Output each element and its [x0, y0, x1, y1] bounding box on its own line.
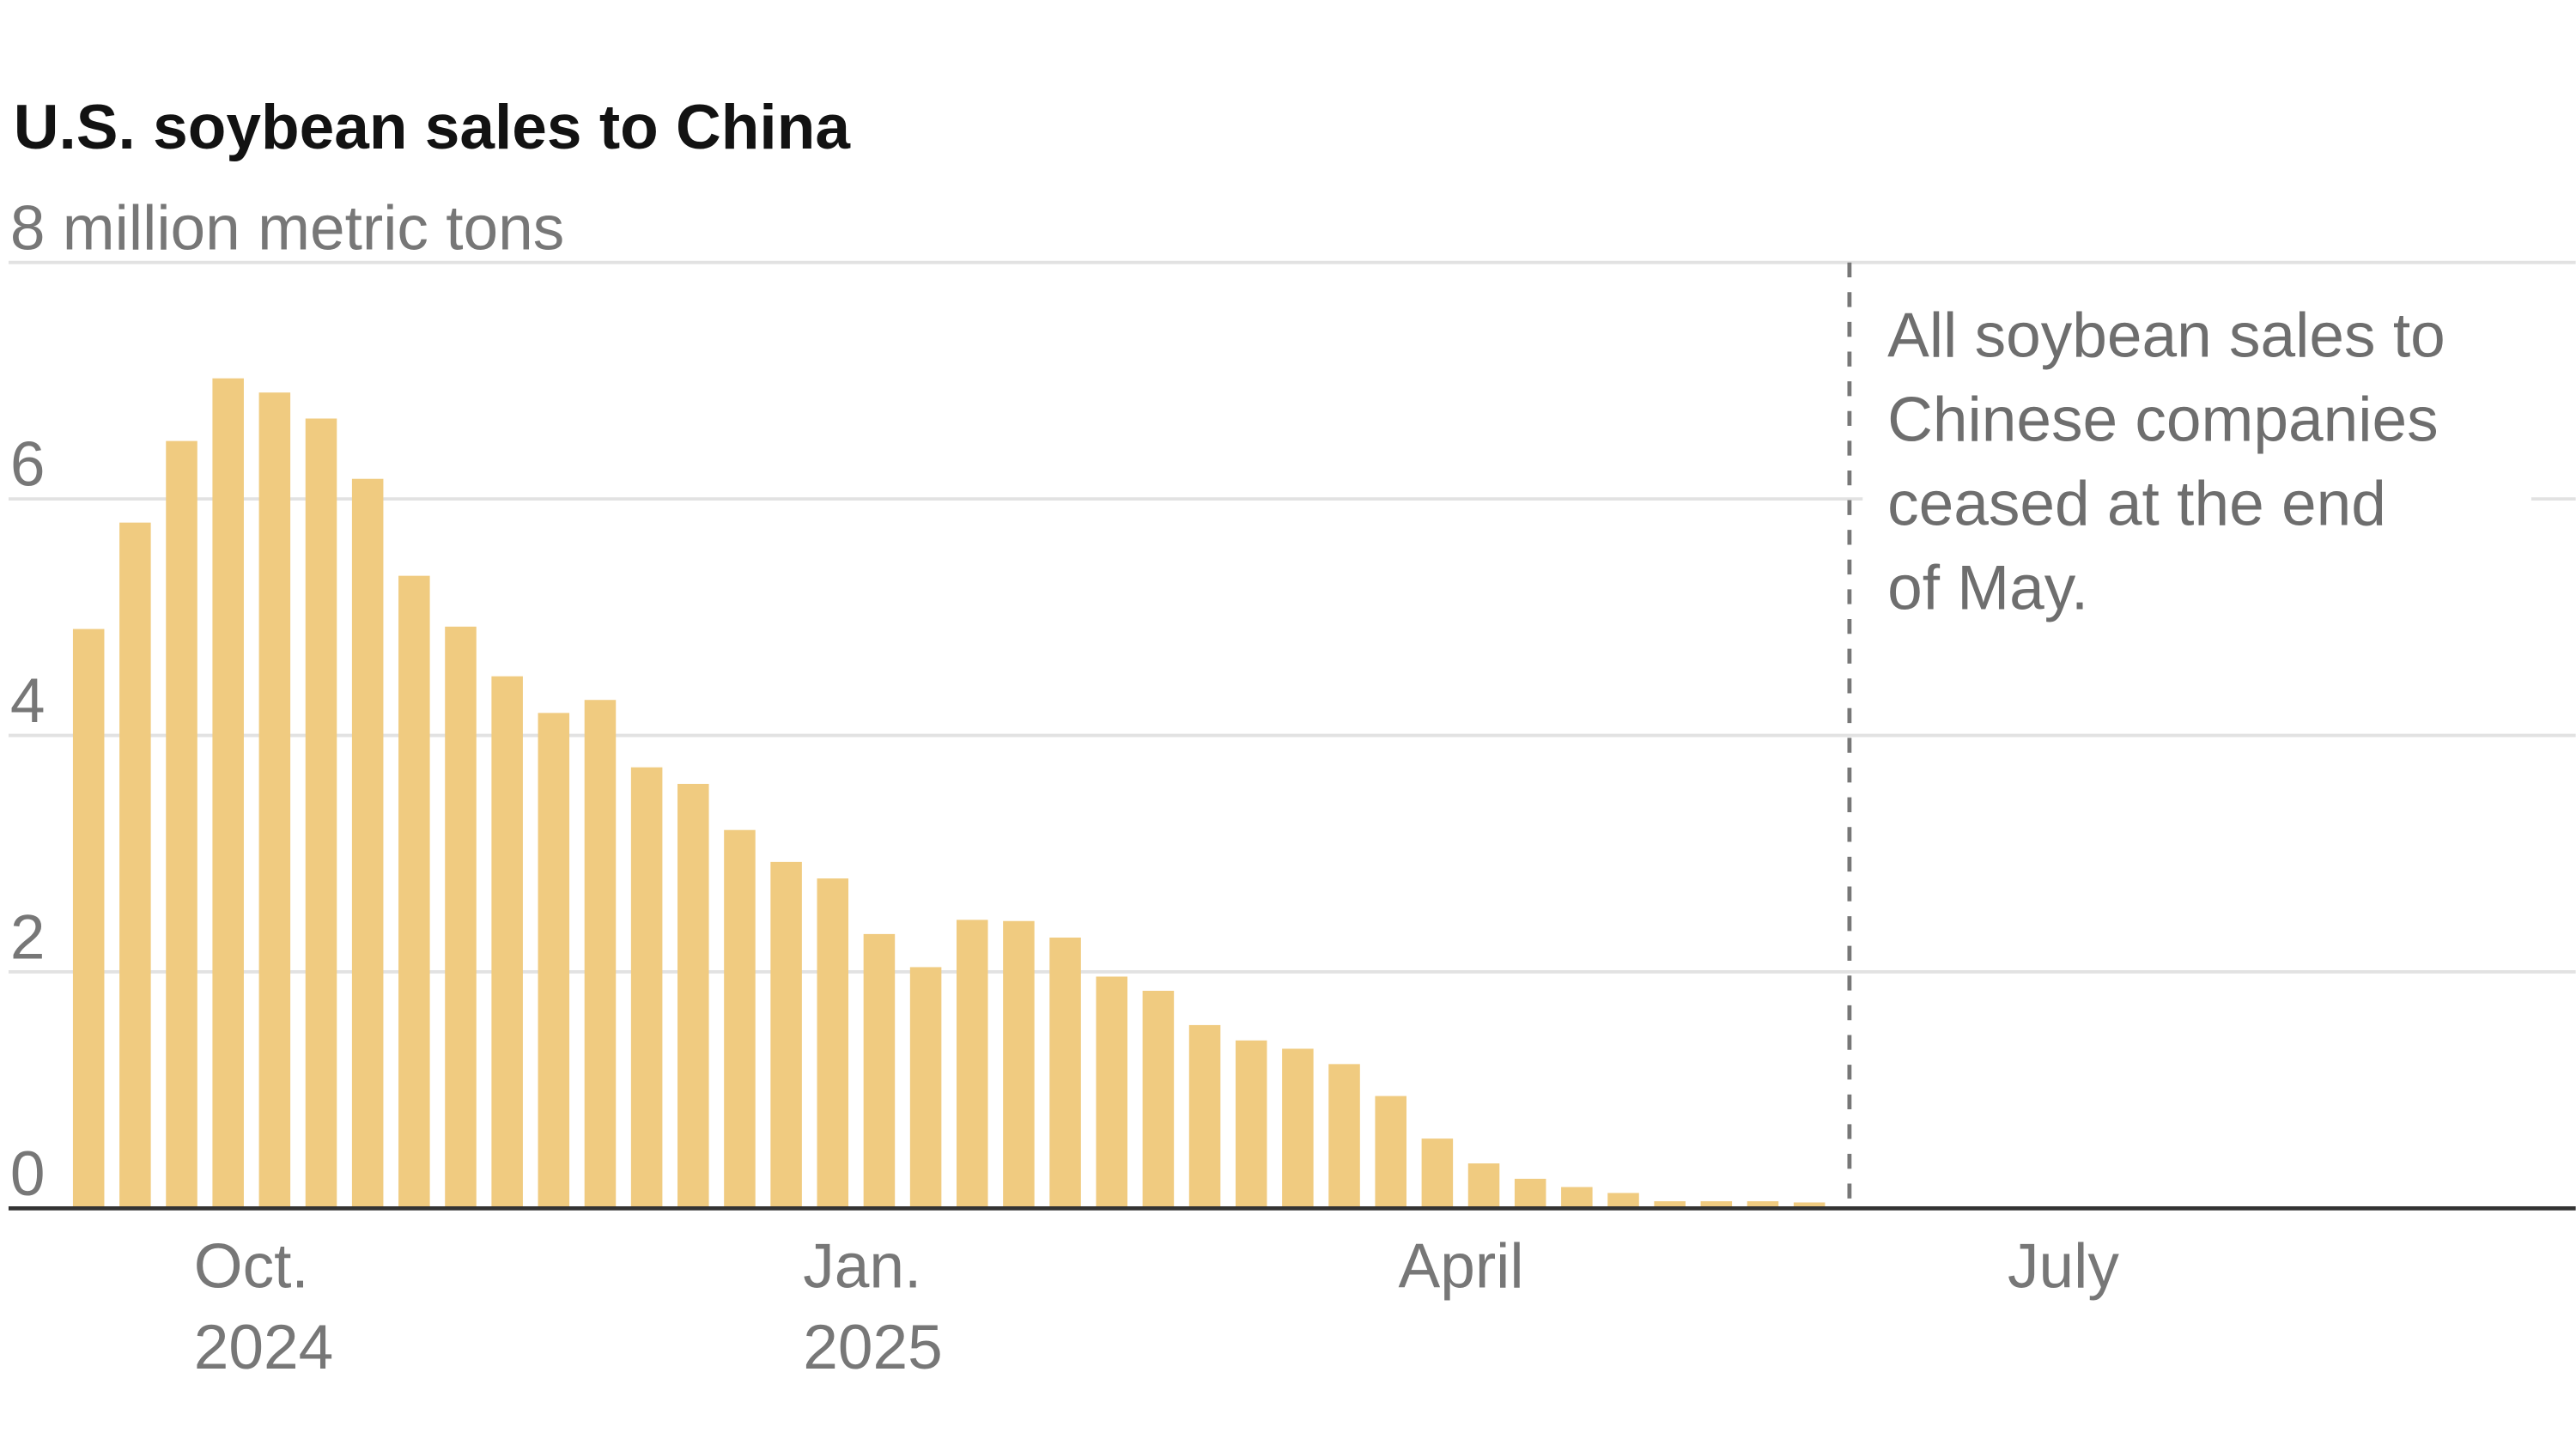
bar-38 [1793, 1202, 1826, 1209]
y-tick-label: 6 [10, 430, 46, 500]
bar-7 [351, 478, 384, 1209]
bar-19 [909, 967, 942, 1209]
bar-28 [1328, 1064, 1360, 1209]
bar-9 [445, 626, 477, 1209]
x-tick-labels: Oct. 2024 Jan. 2025 April July [194, 1232, 2120, 1382]
bar-12 [584, 700, 617, 1209]
bar-10 [491, 676, 523, 1209]
bar-17 [817, 878, 849, 1209]
bar-15 [724, 829, 756, 1209]
bar-11 [538, 713, 570, 1209]
gridlines [8, 260, 2576, 974]
y-tick-labels: 0 2 4 6 [10, 430, 46, 1209]
y-tick-label: 4 [10, 666, 46, 736]
annotation-line: of May. [1887, 553, 2088, 622]
x-tick-label: April [1399, 1232, 1524, 1302]
x-tick-label: July [2008, 1232, 2119, 1302]
bar-30 [1421, 1138, 1454, 1209]
bar-6 [305, 418, 337, 1209]
x-tick-label: Jan. [803, 1232, 921, 1302]
bar-2 [119, 522, 151, 1209]
bar-31 [1467, 1163, 1500, 1209]
annotation-background [1862, 288, 2531, 619]
y-tick-label: 2 [10, 903, 46, 973]
bar-18 [863, 933, 896, 1209]
bar-16 [770, 861, 802, 1209]
bar-21 [1003, 920, 1035, 1209]
bar-4 [212, 378, 244, 1209]
y-axis-unit-label: 8 million metric tons [10, 193, 564, 263]
bar-20 [956, 920, 988, 1209]
bar-36 [1700, 1201, 1733, 1209]
bar-37 [1747, 1201, 1779, 1209]
bar-8 [398, 575, 430, 1209]
bar-24 [1142, 990, 1175, 1209]
bar-1 [72, 628, 105, 1209]
bar-35 [1654, 1201, 1686, 1209]
bar-23 [1096, 976, 1128, 1209]
bars [72, 378, 1826, 1209]
bar-3 [166, 440, 197, 1209]
bar-14 [677, 783, 709, 1209]
bar-25 [1188, 1024, 1221, 1209]
bar-5 [258, 392, 291, 1209]
bar-33 [1561, 1187, 1593, 1209]
bar-22 [1049, 938, 1081, 1209]
annotation-line: All soybean sales to [1887, 301, 2445, 370]
x-tick-year-label: 2024 [194, 1313, 334, 1382]
y-tick-label: 0 [10, 1139, 46, 1209]
bar-32 [1514, 1178, 1546, 1209]
bar-34 [1607, 1193, 1639, 1209]
annotation: All soybean sales to Chinese companies cea… [1847, 262, 2531, 1209]
x-tick-year-label: 2025 [803, 1313, 943, 1382]
bar-13 [630, 767, 663, 1209]
x-tick-label: Oct. [194, 1232, 309, 1302]
bar-27 [1282, 1048, 1314, 1209]
annotation-line: Chinese companies [1887, 385, 2439, 454]
annotation-line: ceased at the end [1887, 469, 2386, 538]
bar-26 [1235, 1040, 1267, 1209]
bar-29 [1375, 1096, 1406, 1209]
chart-title: U.S. soybean sales to China [14, 93, 852, 162]
